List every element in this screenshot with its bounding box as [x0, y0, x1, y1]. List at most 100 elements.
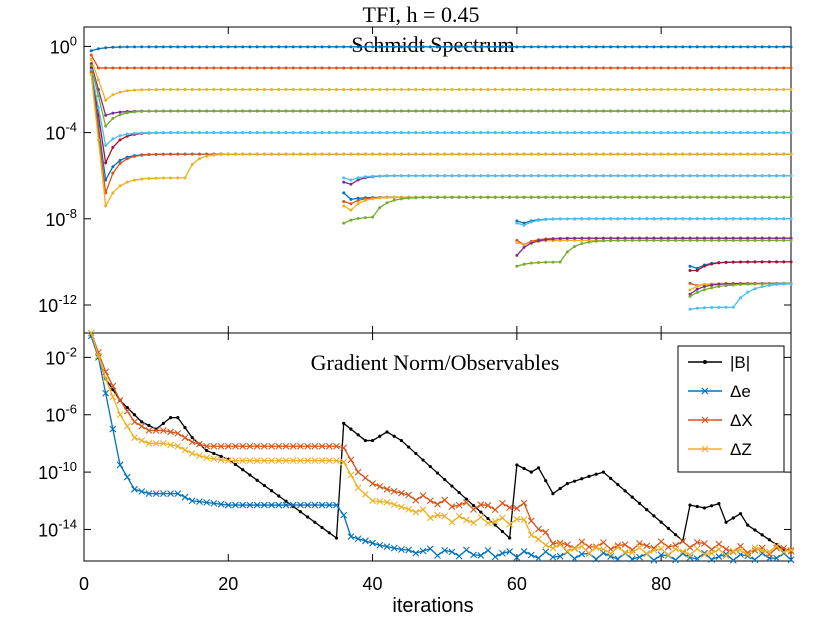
series-marker-x	[657, 551, 665, 559]
schmidt-point	[767, 87, 771, 91]
schmidt-point	[789, 45, 793, 49]
schmidt-point	[746, 217, 750, 221]
schmidt-point	[443, 87, 447, 91]
schmidt-point	[399, 174, 403, 178]
series-marker-x	[398, 489, 405, 497]
series-marker-x	[318, 457, 326, 465]
series-marker-x	[340, 458, 348, 466]
schmidt-point	[702, 264, 706, 268]
schmidt-point	[580, 174, 584, 178]
schmidt-point	[767, 260, 771, 264]
schmidt-point	[342, 45, 346, 49]
series-marker-x	[722, 552, 730, 560]
series-marker-x	[426, 545, 434, 553]
schmidt-point	[674, 217, 678, 221]
schmidt-point	[760, 174, 764, 178]
schmidt-point	[529, 152, 533, 156]
schmidt-point	[587, 131, 591, 135]
series-marker-x	[751, 556, 759, 564]
series-point	[428, 464, 432, 469]
series-marker-x	[224, 442, 232, 450]
schmidt-point	[284, 66, 288, 70]
schmidt-point	[522, 245, 526, 249]
schmidt-point	[385, 45, 389, 49]
schmidt-point	[262, 66, 266, 70]
series-marker-x	[636, 544, 643, 551]
schmidt-point	[659, 217, 663, 221]
series-marker-x	[578, 538, 586, 546]
schmidt-point	[739, 87, 742, 91]
series-marker-x	[578, 543, 586, 550]
schmidt-point	[450, 131, 454, 135]
schmidt-point	[219, 87, 223, 91]
schmidt-point	[118, 110, 122, 114]
schmidt-point	[717, 174, 721, 178]
schmidt-point	[753, 66, 757, 70]
series-marker-x	[354, 535, 362, 543]
series-marker-x	[405, 546, 413, 554]
series-marker-x	[693, 555, 701, 563]
series-marker-x	[535, 525, 542, 533]
series-marker-x	[383, 498, 391, 506]
schmidt-point	[645, 109, 649, 113]
schmidt-point	[407, 131, 411, 135]
schmidt-point	[746, 131, 750, 135]
schmidt-point	[320, 109, 324, 113]
series-marker-x	[491, 517, 499, 525]
schmidt-point	[342, 131, 346, 135]
schmidt-point	[241, 152, 245, 156]
series-marker-x	[167, 441, 174, 449]
series-marker-x	[477, 513, 485, 521]
schmidt-point	[342, 191, 346, 195]
schmidt-point	[486, 87, 490, 91]
schmidt-point	[104, 66, 108, 70]
schmidt-point	[443, 195, 447, 199]
series-marker-x	[369, 480, 376, 487]
schmidt-point	[111, 116, 115, 120]
schmidt-point	[356, 45, 360, 49]
schmidt-point	[450, 109, 454, 113]
schmidt-point	[537, 239, 540, 243]
schmidt-point	[205, 109, 209, 113]
schmidt-point	[529, 45, 533, 49]
legend-marker	[701, 416, 709, 424]
series-marker-x	[174, 490, 182, 497]
schmidt-point	[169, 176, 173, 180]
schmidt-point	[724, 66, 728, 70]
schmidt-point	[176, 176, 180, 180]
series-marker-x	[607, 553, 615, 560]
schmidt-point	[371, 215, 375, 219]
schmidt-point	[436, 152, 439, 156]
schmidt-point	[176, 66, 180, 70]
schmidt-point	[183, 109, 187, 113]
schmidt-point	[414, 174, 418, 178]
schmidt-point	[551, 195, 555, 199]
schmidt-point	[688, 45, 692, 49]
series-marker-x	[203, 442, 211, 450]
schmidt-point	[118, 90, 122, 94]
schmidt-point	[472, 131, 476, 135]
schmidt-point	[118, 161, 122, 165]
schmidt-point	[118, 158, 122, 162]
schmidt-point	[255, 87, 259, 91]
schmidt-point	[241, 66, 245, 70]
series-point	[385, 430, 389, 434]
series-marker-x	[311, 442, 319, 450]
schmidt-point	[695, 290, 699, 294]
schmidt-point	[125, 180, 129, 184]
series-marker-x	[282, 457, 290, 465]
schmidt-point	[695, 238, 699, 242]
schmidt-point	[782, 131, 786, 135]
schmidt-point	[659, 66, 663, 70]
schmidt-point	[125, 111, 129, 115]
series-marker-x	[715, 540, 723, 548]
schmidt-point	[89, 49, 93, 53]
schmidt-point	[789, 282, 793, 286]
schmidt-point	[234, 66, 237, 70]
schmidt-point	[335, 109, 338, 113]
schmidt-point	[746, 236, 750, 240]
schmidt-point	[89, 53, 93, 57]
schmidt-point	[609, 239, 613, 243]
schmidt-point	[399, 197, 403, 201]
schmidt-point	[688, 307, 692, 311]
